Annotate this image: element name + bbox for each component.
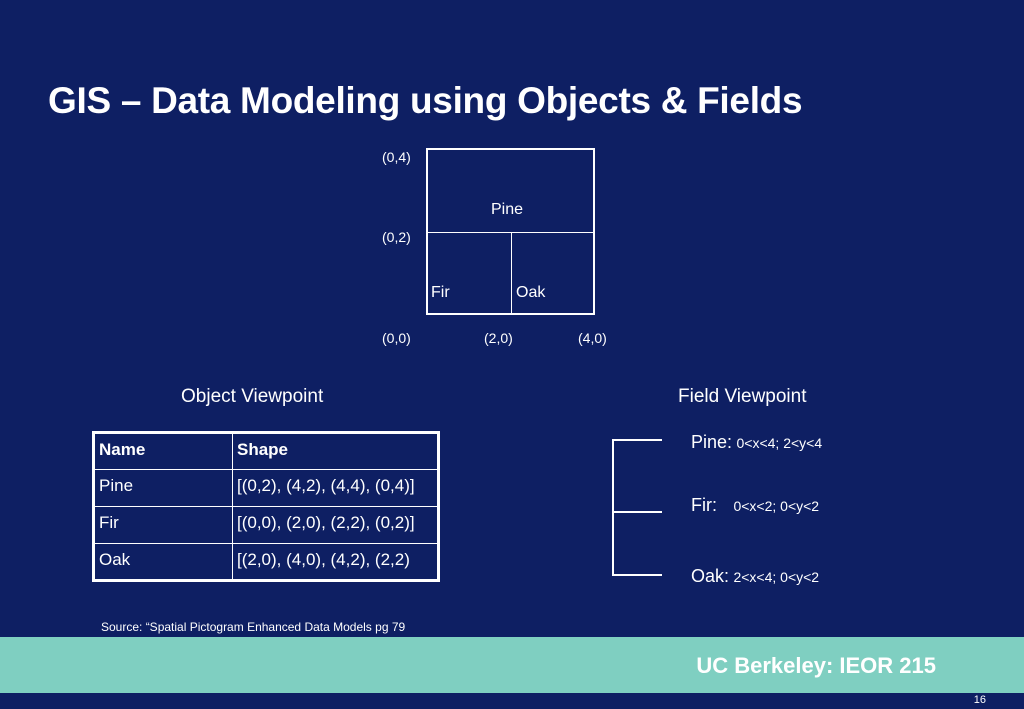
footer-course-label: UC Berkeley: IEOR 215 xyxy=(696,653,936,678)
field-viewpoint-heading: Field Viewpoint xyxy=(678,386,807,407)
field-item-oak: Oak: 2<x<4; 0<y<2 xyxy=(691,566,819,587)
coord-label-0-0: (0,0) xyxy=(382,330,411,346)
cell-name: Fir xyxy=(93,506,233,544)
cell-name: Pine xyxy=(93,469,233,507)
region-divider-horizontal xyxy=(428,232,593,233)
field-item-fir: Fir: 0<x<2; 0<y<2 xyxy=(691,495,819,516)
field-condition: 2<x<4; 0<y<2 xyxy=(733,569,820,585)
field-name: Fir: xyxy=(691,495,717,515)
coord-label-0-2: (0,2) xyxy=(382,229,411,245)
region-label-pine: Pine xyxy=(491,201,524,218)
field-item-pine: Pine: 0<x<4; 2<y<4 xyxy=(691,432,822,453)
table-row: Pine [(0,2), (4,2), (4,4), (0,4)] xyxy=(93,469,439,507)
region-grid xyxy=(426,148,595,315)
region-divider-vertical xyxy=(511,232,512,313)
footer-band xyxy=(0,637,1024,693)
table-header-row: Name Shape xyxy=(93,432,439,470)
cell-name: Oak xyxy=(93,543,233,581)
field-condition: 0<x<4; 2<y<4 xyxy=(736,435,823,451)
region-label-fir: Fir xyxy=(431,284,450,301)
field-tree-connector xyxy=(612,439,662,576)
cell-shape: [(0,0), (2,0), (2,2), (0,2)] xyxy=(232,506,439,544)
field-name: Oak: xyxy=(691,566,730,586)
tree-branch-oak xyxy=(612,574,662,576)
field-name: Pine: xyxy=(691,432,733,452)
slide-title: GIS – Data Modeling using Objects & Fiel… xyxy=(48,80,803,121)
coord-label-0-4: (0,4) xyxy=(382,149,411,165)
column-header-shape: Shape xyxy=(232,432,439,470)
table-row: Fir [(0,0), (2,0), (2,2), (0,2)] xyxy=(93,506,439,544)
cell-shape: [(0,2), (4,2), (4,4), (0,4)] xyxy=(232,469,439,507)
column-header-name: Name xyxy=(93,432,233,470)
source-citation: Source: “Spatial Pictogram Enhanced Data… xyxy=(101,620,406,634)
region-label-oak: Oak xyxy=(516,284,546,301)
coord-label-2-0: (2,0) xyxy=(484,330,513,346)
cell-shape: [(2,0), (4,0), (4,2), (2,2) xyxy=(232,543,439,581)
table-row: Oak [(2,0), (4,0), (4,2), (2,2) xyxy=(93,543,439,581)
object-viewpoint-table: Name Shape Pine [(0,2), (4,2), (4,4), (0… xyxy=(92,431,440,582)
coord-label-4-0: (4,0) xyxy=(578,330,607,346)
tree-trunk xyxy=(612,439,614,575)
field-condition: 0<x<2; 0<y<2 xyxy=(733,498,820,514)
page-number: 16 xyxy=(973,694,986,706)
tree-branch-pine xyxy=(612,439,662,441)
object-viewpoint-heading: Object Viewpoint xyxy=(181,386,324,407)
tree-branch-fir xyxy=(612,511,662,513)
